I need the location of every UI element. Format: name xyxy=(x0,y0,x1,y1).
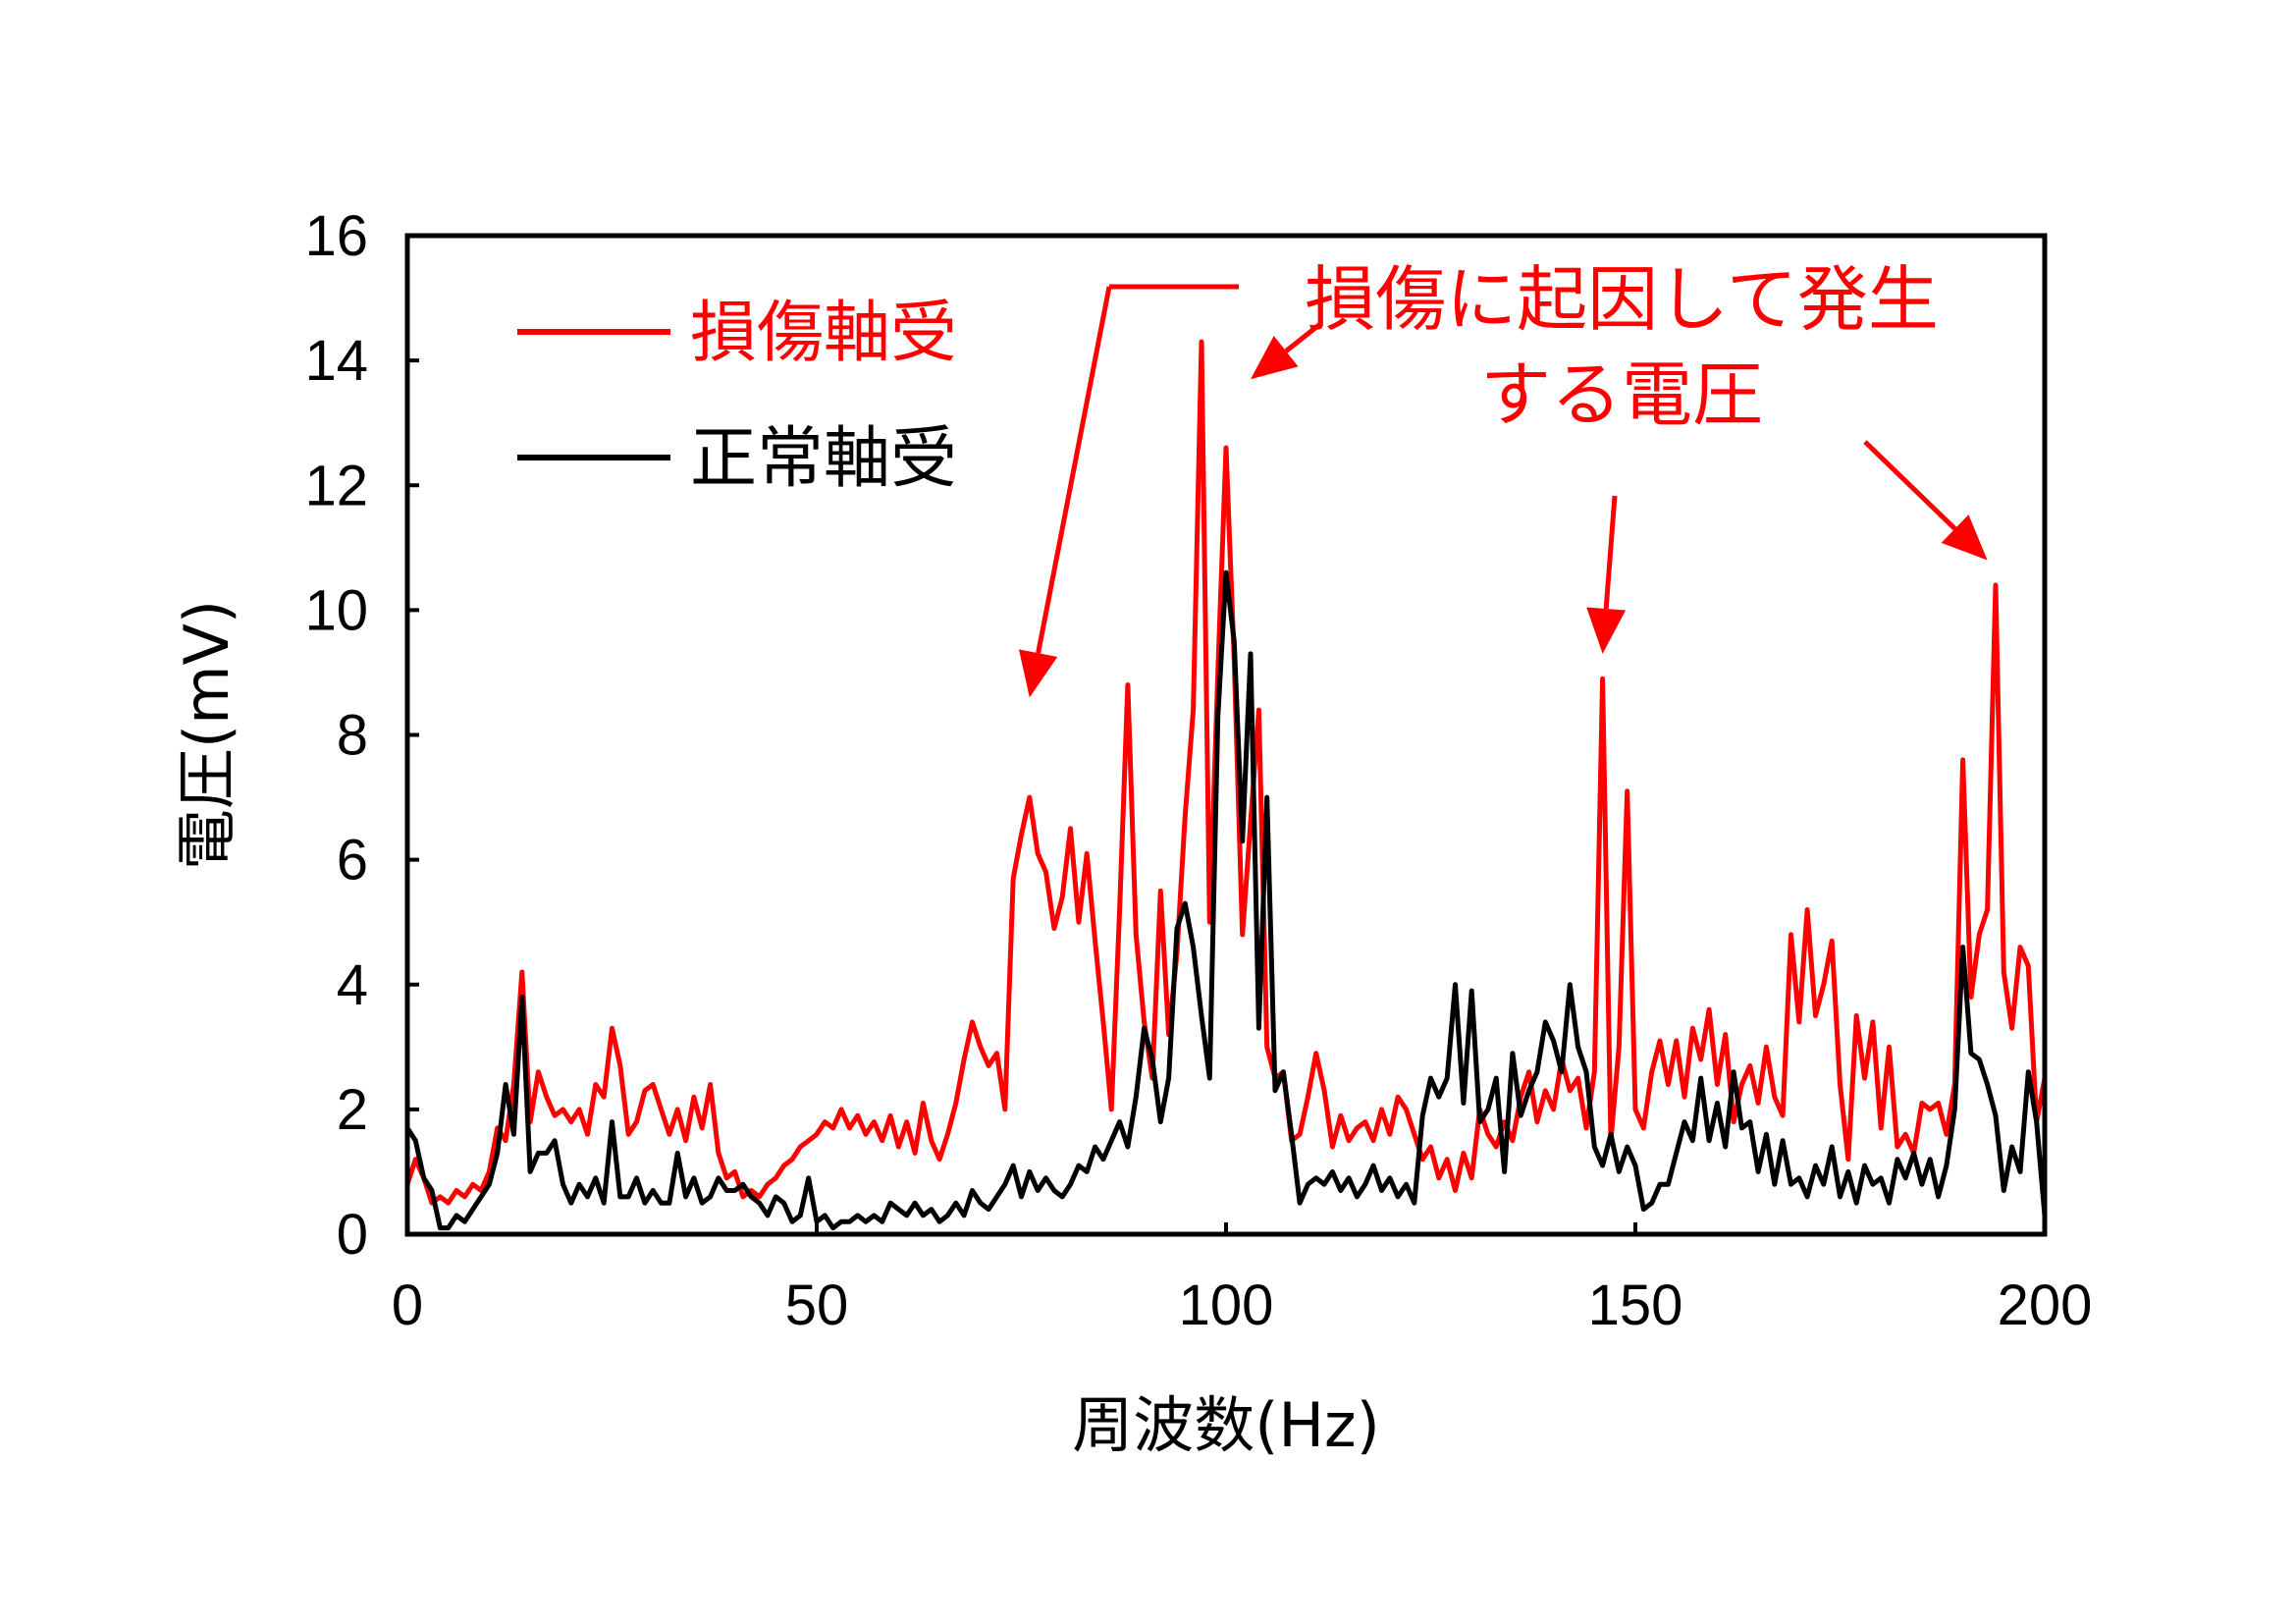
y-tick-label: 0 xyxy=(337,1203,368,1267)
annotation-text-line-2: する電圧 xyxy=(1480,353,1763,436)
y-tick-label: 16 xyxy=(304,204,368,268)
ticks-layer: 0 2 4 6 8 10 12 14 16 0 50 100 150 200 xyxy=(304,204,2092,1337)
x-axis-title: 周波数(Hz) xyxy=(1072,1389,1380,1461)
y-tick-label: 2 xyxy=(337,1078,368,1142)
x-tick-label: 150 xyxy=(1588,1273,1683,1337)
x-tick-label: 50 xyxy=(785,1273,849,1337)
annotation-arrow-shaft xyxy=(1863,440,1957,531)
annotation-arrow-head xyxy=(1586,607,1627,654)
x-tick-label: 200 xyxy=(1998,1273,2093,1337)
annotation: 損傷に起因して発生 する電圧 xyxy=(1018,258,1988,698)
y-tick-label: 8 xyxy=(337,704,368,768)
legend-label-2: 正常軸受 xyxy=(690,420,957,498)
x-tick-label: 0 xyxy=(392,1273,423,1337)
annotation-arrow-shaft xyxy=(1036,286,1112,654)
annotation-arrow-shaft xyxy=(1603,495,1618,610)
legend-label-1: 損傷軸受 xyxy=(690,295,957,372)
annotation-arrow-head xyxy=(1251,335,1299,380)
y-tick-label: 12 xyxy=(304,454,368,517)
y-tick-label: 10 xyxy=(304,578,368,642)
y-tick-label: 4 xyxy=(337,953,368,1017)
annotation-arrow-head xyxy=(1941,514,1988,561)
series-line-1 xyxy=(404,339,2048,1206)
y-tick-label: 14 xyxy=(304,329,368,393)
annotation-arrow-head xyxy=(1018,649,1058,698)
annotation-arrow-shaft xyxy=(1284,322,1322,353)
series-line-2 xyxy=(404,569,2048,1231)
y-tick-label: 6 xyxy=(337,829,368,893)
y-axis-title: 電圧(mV) xyxy=(171,600,242,870)
series-layer xyxy=(404,339,2048,1231)
x-tick-label: 100 xyxy=(1179,1273,1274,1337)
annotation-text-line-1: 損傷に起因して発生 xyxy=(1305,258,1939,341)
